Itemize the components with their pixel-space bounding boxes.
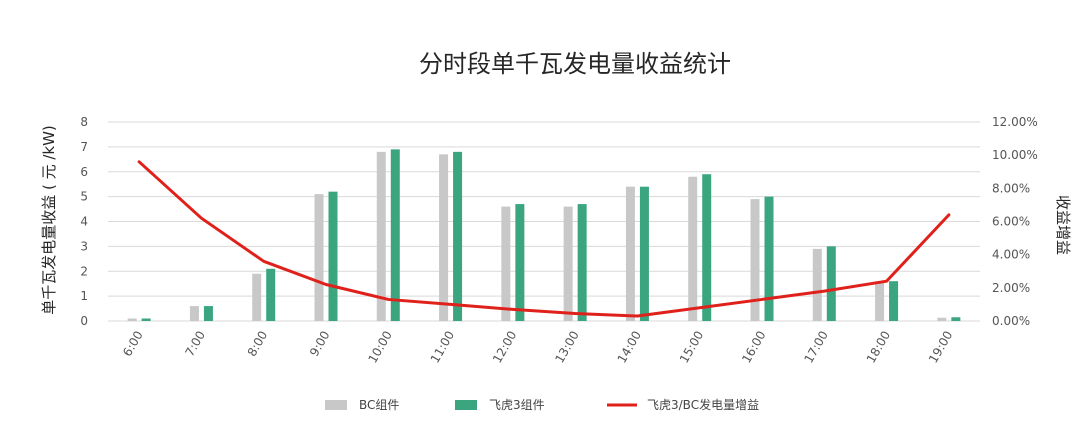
bar	[328, 191, 338, 321]
bar	[937, 317, 947, 321]
y-tick-label: 2	[80, 264, 88, 278]
legend-label: 飞虎3组件	[489, 398, 545, 412]
y2-tick-label: 10.00%	[992, 148, 1038, 162]
y-tick-label: 7	[80, 140, 88, 154]
bar	[390, 149, 400, 321]
bar	[127, 318, 137, 321]
y-tick-label: 5	[80, 190, 88, 204]
bar	[252, 273, 262, 321]
x-tick-label: 11:00	[428, 329, 457, 366]
y-axis-title: 单千瓦发电量收益 ( 元 /kW)	[40, 125, 58, 315]
y2-tick-label: 12.00%	[992, 115, 1038, 129]
y-tick-label: 3	[80, 239, 88, 253]
bar	[577, 204, 587, 321]
y-tick-label: 0	[80, 314, 88, 328]
bar	[203, 306, 213, 321]
bar	[764, 196, 774, 321]
x-tick-label: 6:00	[120, 329, 146, 359]
bar	[702, 174, 712, 321]
bar	[563, 206, 573, 321]
axis-layer: 0 1 2 3 4 5 6 7 8 0.00% 2.00% 4.00% 6.00% 8.00% 10.00%…	[80, 115, 1037, 365]
x-tick-label: 13:00	[552, 329, 581, 366]
x-tick-label: 18:00	[864, 329, 893, 366]
bar	[688, 176, 698, 321]
legend-label: 飞虎3/BC发电量增益	[647, 397, 759, 412]
x-tick-label: 15:00	[677, 329, 706, 366]
legend-label: BC组件	[359, 398, 399, 412]
bar	[141, 318, 151, 321]
x-tick-label: 19:00	[926, 329, 955, 366]
bar	[314, 194, 324, 321]
bar	[266, 268, 276, 321]
x-tick-label: 16:00	[739, 329, 768, 366]
x-tick-label: 7:00	[182, 329, 208, 359]
x-tick-label: 9:00	[307, 329, 333, 359]
bar	[625, 186, 635, 321]
bar	[639, 186, 649, 321]
bar	[875, 281, 885, 321]
x-tick-label: 12:00	[490, 329, 519, 366]
bar	[750, 199, 760, 321]
x-tick-label: 10:00	[365, 329, 394, 366]
x-tick-label: 17:00	[801, 329, 830, 366]
legend-swatch	[455, 400, 477, 410]
bar	[515, 204, 525, 321]
chart-title: 分时段单千瓦发电量收益统计	[419, 50, 731, 78]
y-tick-label: 8	[80, 115, 88, 129]
y2-tick-label: 8.00%	[992, 181, 1030, 195]
bar	[501, 206, 511, 321]
bar	[826, 246, 836, 321]
grid-layer	[108, 121, 980, 322]
bar	[189, 306, 199, 321]
bar	[376, 151, 386, 321]
y-tick-label: 4	[80, 215, 88, 229]
bar	[951, 317, 961, 321]
y2-tick-label: 2.00%	[992, 281, 1030, 295]
y2-tick-label: 0.00%	[992, 314, 1030, 328]
line-series	[137, 160, 951, 318]
y-tick-label: 6	[80, 165, 88, 179]
legend-swatch	[325, 400, 347, 410]
legend-layer: BC组件 飞虎3组件 飞虎3/BC发电量增益	[325, 397, 759, 412]
bar-layer	[127, 149, 961, 321]
x-tick-label: 8:00	[245, 329, 271, 359]
y2-tick-label: 6.00%	[992, 215, 1030, 229]
y2-tick-label: 4.00%	[992, 248, 1030, 262]
bar	[439, 154, 449, 321]
bar	[889, 281, 899, 321]
x-tick-label: 14:00	[615, 329, 644, 366]
bar	[812, 248, 822, 321]
y2-axis-title: 收益增益	[1054, 195, 1072, 255]
y-tick-label: 1	[80, 289, 88, 303]
line-layer	[137, 160, 951, 318]
bar	[453, 151, 463, 321]
